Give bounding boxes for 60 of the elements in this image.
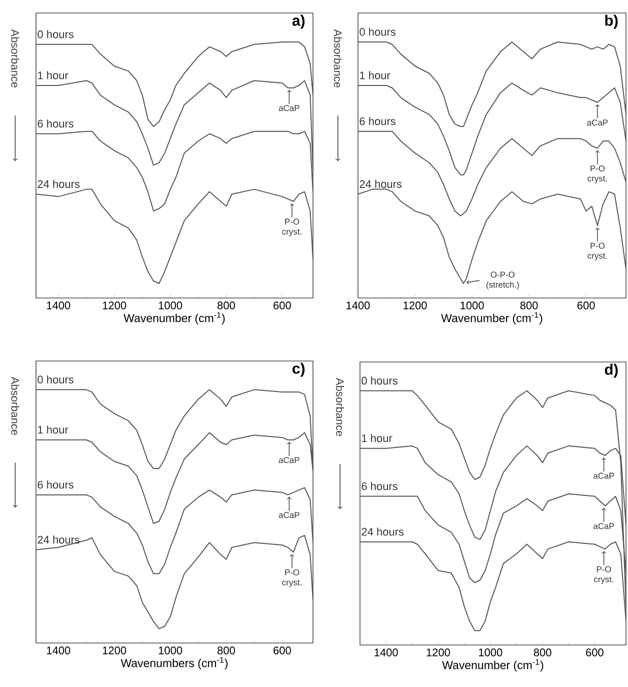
annotation: P-O cryst. [588, 242, 607, 260]
annotation: P-O cryst. [588, 165, 607, 184]
annotation: P-O cryst. [282, 218, 302, 236]
x-tick-label: 1000 [460, 302, 484, 310]
annotation: aCaP [278, 512, 300, 518]
x-tick-label: 1200 [426, 648, 450, 656]
x-tick-label: 1000 [158, 302, 182, 310]
chart-title: d) [604, 364, 618, 378]
chart-title: c) [292, 362, 305, 377]
series-label: 1 hour [38, 426, 68, 434]
series-label: 1 hour [38, 71, 68, 80]
y-axis-title: Absorbance [336, 378, 344, 436]
x-tick-label: 600 [586, 648, 604, 656]
x-tick-label: 1400 [346, 302, 370, 310]
x-axis-title: Wavenumber (cm$^{-1}$) [441, 312, 542, 324]
annotation: aCaP [594, 472, 614, 479]
x-tick-label: 1000 [478, 648, 502, 656]
series-label: 6 hours [38, 480, 74, 489]
series-label: 0 hours [362, 376, 398, 385]
series-label: 0 hours [360, 28, 396, 36]
x-tick-label: 800 [218, 302, 235, 310]
x-tick-label: 1400 [46, 646, 70, 654]
chart-title: b) [605, 14, 618, 29]
series-label: 24 hours [360, 180, 402, 188]
x-tick-label: 1200 [102, 646, 126, 654]
y-axis-title: Absorbance [11, 29, 20, 88]
x-tick-label: 1400 [46, 302, 70, 310]
y-axis-title: Absorbance [334, 29, 342, 88]
annotation: aCaP [278, 457, 300, 464]
series-label: 24 hours [38, 536, 80, 544]
x-tick-label: 800 [218, 646, 235, 654]
series-label: 0 hours [38, 375, 74, 384]
x-axis-title: Wavenumber (cm$^{-1}$) [442, 659, 544, 672]
x-tick-label: 1200 [404, 302, 427, 310]
x-tick-label: 1200 [102, 302, 126, 310]
x-tick-label: 800 [520, 302, 538, 310]
x-axis-title: Wavenumbers (cm$^{-1}$) [120, 657, 228, 670]
chart-title: a) [292, 14, 305, 29]
series-label: 6 hours [38, 119, 74, 128]
series-label: 1 hour [362, 434, 392, 442]
x-axis-title: Wavenumber (cm$^{-1}$) [124, 312, 225, 324]
series-label: 0 hours [38, 30, 74, 38]
x-tick-label: 800 [534, 648, 552, 656]
series-label: 24 hours [362, 528, 404, 536]
annotation: aCaP [587, 120, 608, 126]
series-label: 24 hours [38, 180, 80, 188]
annotation: aCaP [278, 105, 300, 112]
annotation: aCaP [594, 523, 614, 530]
x-tick-label: 600 [274, 302, 291, 310]
x-tick-label: 1400 [374, 648, 398, 656]
x-tick-label: 600 [274, 646, 291, 654]
series-label: 1 hour [360, 71, 390, 80]
x-tick-label: 600 [577, 302, 595, 310]
series-label: 6 hours [360, 117, 396, 126]
x-tick-label: 1000 [158, 646, 182, 654]
y-axis-title: Absorbance [11, 376, 20, 435]
annotation: O-P-O (stretch.) [486, 272, 519, 290]
series-label: 6 hours [362, 482, 398, 490]
annotation: P-O cryst. [594, 566, 614, 584]
annotation: P-O cryst. [282, 569, 302, 588]
